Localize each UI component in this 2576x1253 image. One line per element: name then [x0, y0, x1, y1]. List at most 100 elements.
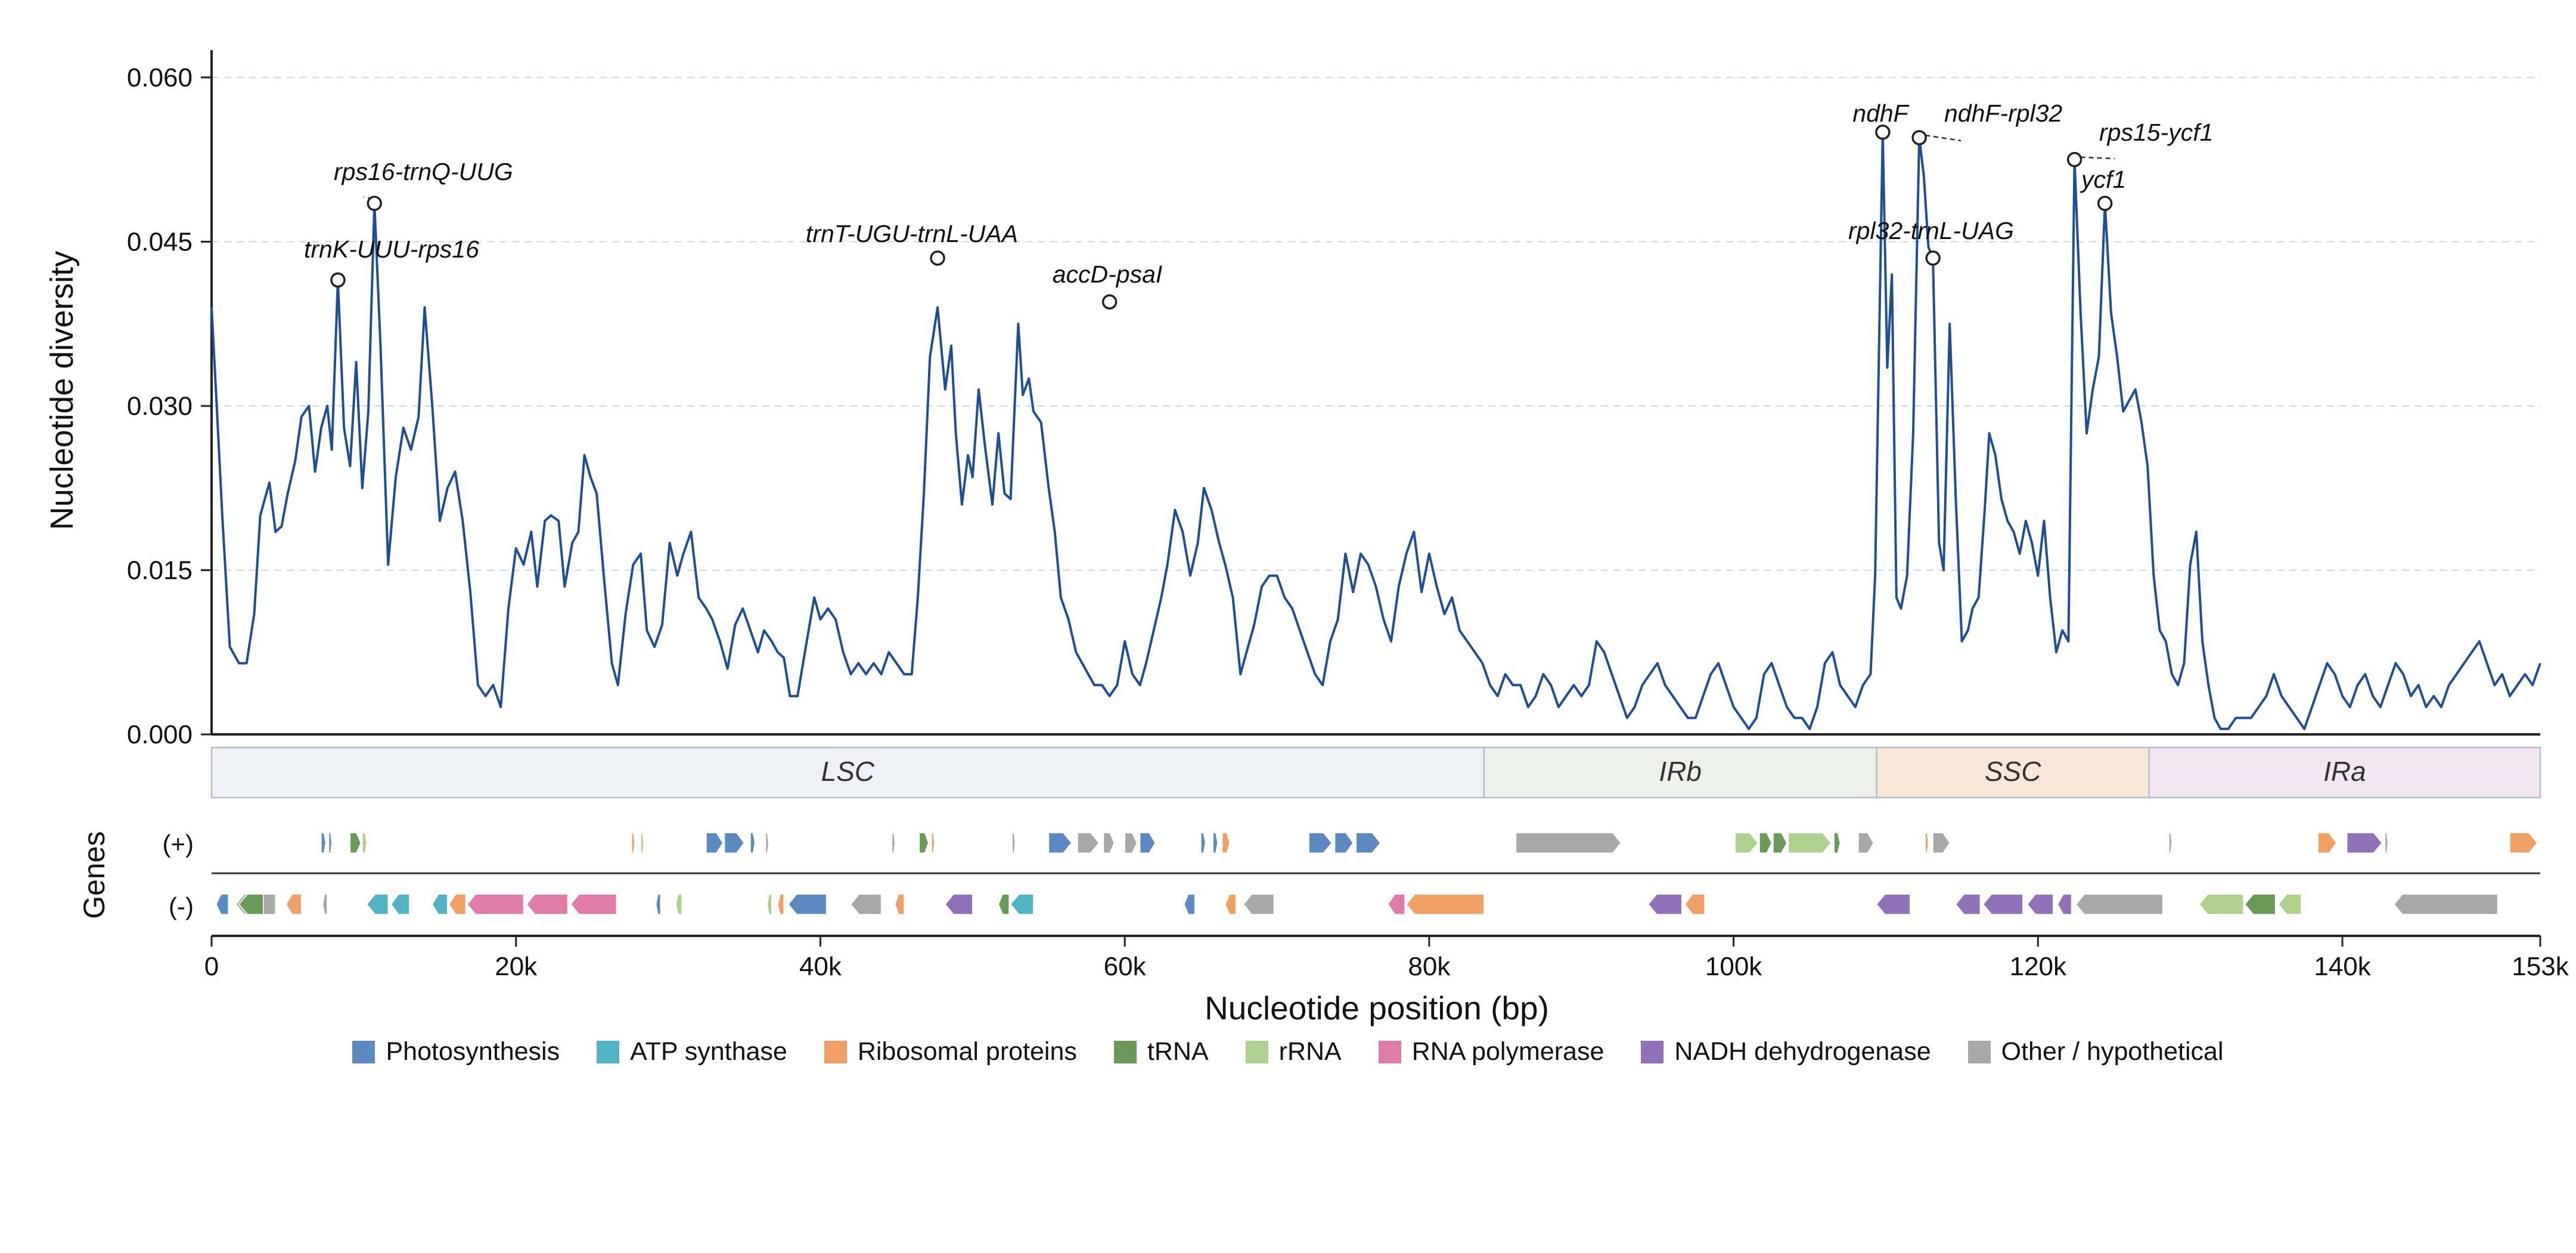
gene-arrow: [2057, 894, 2072, 915]
gene-arrow: [238, 894, 264, 915]
x-tick-label: 153k: [2512, 952, 2569, 981]
legend-item: Photosynthesis: [352, 1037, 560, 1066]
peak-leader: [1925, 134, 1962, 142]
x-axis-title: Nucleotide position (bp): [1205, 990, 1549, 1026]
y-tick-label: 0.030: [127, 392, 193, 421]
gene-arrow: [850, 894, 882, 915]
legend-label: Photosynthesis: [386, 1037, 560, 1066]
y-tick-label: 0.015: [127, 556, 193, 585]
region-label: IRa: [2323, 756, 2366, 787]
gene-arrow: [787, 894, 827, 915]
legend-swatch: [1113, 1040, 1137, 1063]
gene-arrow: [706, 832, 724, 854]
gene-arrow: [2346, 832, 2383, 854]
legend-item: NADH dehydrogenase: [1641, 1037, 1931, 1066]
legend-label: NADH dehydrogenase: [1674, 1037, 1931, 1066]
gene-arrow: [321, 832, 327, 854]
y-axis-title: Nucleotide diversity: [44, 251, 80, 530]
x-axis: 0 20k 40k 60k 80k 100k 120k 140k 153k: [204, 935, 2569, 981]
gene-arrow: [1077, 832, 1100, 854]
y-axis: 0.000 0.015 0.030 0.045 0.060: [127, 50, 2540, 749]
gene-arrow: [2075, 894, 2164, 915]
strand-label-minus: (-): [169, 892, 194, 920]
gene-arrow: [750, 832, 756, 854]
peak-label: ndhF: [1852, 100, 1909, 127]
legend-label: Other / hypothetical: [2001, 1037, 2224, 1066]
gene-arrow: [631, 832, 635, 854]
peak-label: rps15-ycf1: [2099, 119, 2213, 146]
gene-arrow: [1405, 894, 1485, 915]
gene-arrow: [432, 894, 448, 915]
gene-arrow: [570, 894, 617, 915]
gene-arrow: [1955, 894, 1981, 915]
peak-marker: [367, 196, 382, 211]
gene-arrow: [1010, 894, 1034, 915]
peak-label: ycf1: [2080, 166, 2126, 193]
legend-item: RNA polymerase: [1378, 1037, 1604, 1066]
peak-marker: [1925, 250, 1941, 266]
legend-label: rRNA: [1278, 1037, 1342, 1066]
legend-item: rRNA: [1245, 1037, 1342, 1066]
x-tick-label: 20k: [495, 952, 538, 981]
region-label: LSC: [821, 756, 875, 787]
genes-axis-title: Genes: [77, 831, 111, 919]
gene-arrow: [1684, 894, 1705, 915]
gene-arrow: [918, 832, 929, 854]
legend-label: tRNA: [1147, 1037, 1209, 1066]
legend-label: ATP synthase: [630, 1037, 787, 1066]
gene-arrow: [640, 832, 644, 854]
gene-arrow: [1858, 832, 1874, 854]
peak-leader: [2080, 156, 2115, 160]
gene-arrow: [1011, 832, 1016, 854]
legend-swatch: [1967, 1040, 1991, 1063]
gene-arrow: [215, 894, 229, 915]
diversity-series-line: [210, 131, 2541, 730]
legend-label: RNA polymerase: [1411, 1037, 1604, 1066]
peak-label: accD-psaI: [1053, 260, 1163, 288]
gene-arrow: [366, 894, 389, 915]
gene-arrow: [675, 894, 682, 915]
gene-arrow: [1925, 832, 1929, 854]
gene-arrow: [2277, 894, 2302, 915]
gene-arrow: [1103, 832, 1115, 854]
gene-arrow: [1124, 832, 1138, 854]
strand-label-plus: (+): [163, 830, 194, 858]
y-tick-label: 0.060: [127, 63, 193, 92]
x-tick-label: 120k: [2010, 952, 2067, 981]
gene-arrow: [1355, 832, 1382, 854]
legend-swatch: [597, 1040, 620, 1063]
legend-label: Ribosomal proteins: [857, 1037, 1077, 1066]
region-ssc: [1876, 746, 2150, 799]
gene-arrow: [777, 894, 784, 915]
gene-arrow: [931, 832, 935, 854]
legend-item: tRNA: [1113, 1037, 1209, 1066]
region-ira: [2148, 746, 2541, 799]
legend-swatch: [1378, 1040, 1401, 1063]
gene-arrow: [1048, 832, 1072, 854]
peak-marker: [1911, 130, 1927, 145]
gene-arrow: [724, 832, 745, 854]
gene-category-legend: Photosynthesis ATP synthase Ribosomal prot…: [0, 1037, 2576, 1066]
gene-arrow: [285, 894, 302, 915]
gene-arrow: [891, 832, 896, 854]
peak-marker: [330, 272, 346, 288]
gene-track: [212, 832, 2540, 915]
gene-arrow: [2199, 894, 2244, 915]
gene-arrow: [328, 832, 333, 854]
region-label: IRb: [1659, 756, 1702, 787]
gene-arrow: [2317, 832, 2337, 854]
peak-annotations: rps16-trnQ-UUG trnK-UUU-rps16 trnT-UGU-trn…: [304, 100, 2213, 310]
genome-regions-bar: LSC IRb SSC IRa: [210, 746, 2541, 799]
gene-arrow: [322, 894, 328, 915]
x-tick-label: 40k: [799, 952, 842, 981]
peak-marker: [2097, 196, 2113, 211]
gene-arrow: [526, 894, 569, 915]
gene-arrow: [1759, 832, 1773, 854]
peak-label: trnK-UUU-rps16: [304, 235, 479, 263]
y-tick-label: 0.000: [127, 720, 193, 749]
gene-arrow: [1183, 894, 1196, 915]
x-tick-label: 100k: [1705, 952, 1762, 981]
gene-arrow: [2393, 894, 2499, 915]
legend-swatch: [824, 1040, 847, 1063]
peak-marker: [930, 250, 945, 266]
